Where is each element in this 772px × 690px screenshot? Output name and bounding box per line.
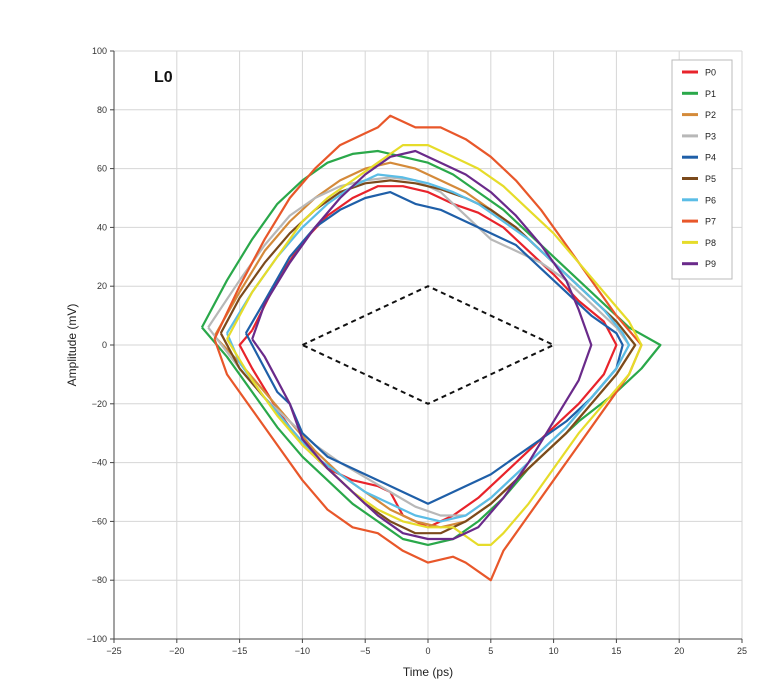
x-tick-label: 0 bbox=[425, 646, 430, 656]
y-tick-label: 40 bbox=[97, 222, 107, 232]
series-line-p8 bbox=[226, 144, 643, 547]
x-tick-label: 5 bbox=[488, 646, 493, 656]
legend: P0 P1 P2 P3 P4 P5 P6 P7 P8 P9 bbox=[671, 59, 733, 280]
axes-layer: −25 −20 −15 −10 −5 0 5 10 15 20 25 100 80 60 40 20 0 −20 −… bbox=[87, 46, 747, 656]
x-tick-label: −20 bbox=[169, 646, 184, 656]
legend-label-p6: P6 bbox=[705, 195, 716, 205]
x-tick-label: 15 bbox=[611, 646, 621, 656]
y-tick-label: −80 bbox=[92, 575, 107, 585]
legend-box bbox=[671, 59, 733, 280]
y-tick-label: 100 bbox=[92, 46, 107, 56]
y-tick-label: 60 bbox=[97, 164, 107, 174]
legend-label-p2: P2 bbox=[705, 110, 716, 120]
legend-label-p7: P7 bbox=[705, 217, 716, 227]
mask-layer bbox=[300, 285, 556, 405]
legend-label-p5: P5 bbox=[705, 174, 716, 184]
chart-title: L0 bbox=[154, 69, 173, 86]
y-tick-label: 80 bbox=[97, 105, 107, 115]
x-axis-label: Time (ps) bbox=[403, 665, 453, 679]
legend-label-p1: P1 bbox=[705, 89, 716, 99]
x-tick-label: −10 bbox=[295, 646, 310, 656]
y-tick-label: 20 bbox=[97, 281, 107, 291]
legend-label-p0: P0 bbox=[705, 68, 716, 78]
legend-label-p3: P3 bbox=[705, 131, 716, 141]
series-line-p1 bbox=[200, 149, 662, 547]
series-layer bbox=[200, 114, 662, 582]
legend-label-p9: P9 bbox=[705, 259, 716, 269]
y-axis-label: Amplitude (mV) bbox=[65, 304, 79, 387]
eye-mask bbox=[300, 285, 556, 405]
y-tick-label: −20 bbox=[92, 399, 107, 409]
y-tick-label: −100 bbox=[87, 634, 107, 644]
x-tick-label: −25 bbox=[106, 646, 121, 656]
series-line-p6 bbox=[225, 173, 631, 523]
x-tick-label: 20 bbox=[674, 646, 684, 656]
x-tick-label: 10 bbox=[549, 646, 559, 656]
x-tick-label: −5 bbox=[360, 646, 370, 656]
y-tick-label: 0 bbox=[102, 340, 107, 350]
series-line-p9 bbox=[251, 149, 593, 541]
grid-layer bbox=[113, 50, 743, 640]
x-tick-label: −15 bbox=[232, 646, 247, 656]
y-tick-label: −40 bbox=[92, 458, 107, 468]
legend-label-p8: P8 bbox=[705, 238, 716, 248]
x-tick-label: 25 bbox=[737, 646, 747, 656]
y-tick-label: −60 bbox=[92, 516, 107, 526]
legend-label-p4: P4 bbox=[705, 153, 716, 163]
